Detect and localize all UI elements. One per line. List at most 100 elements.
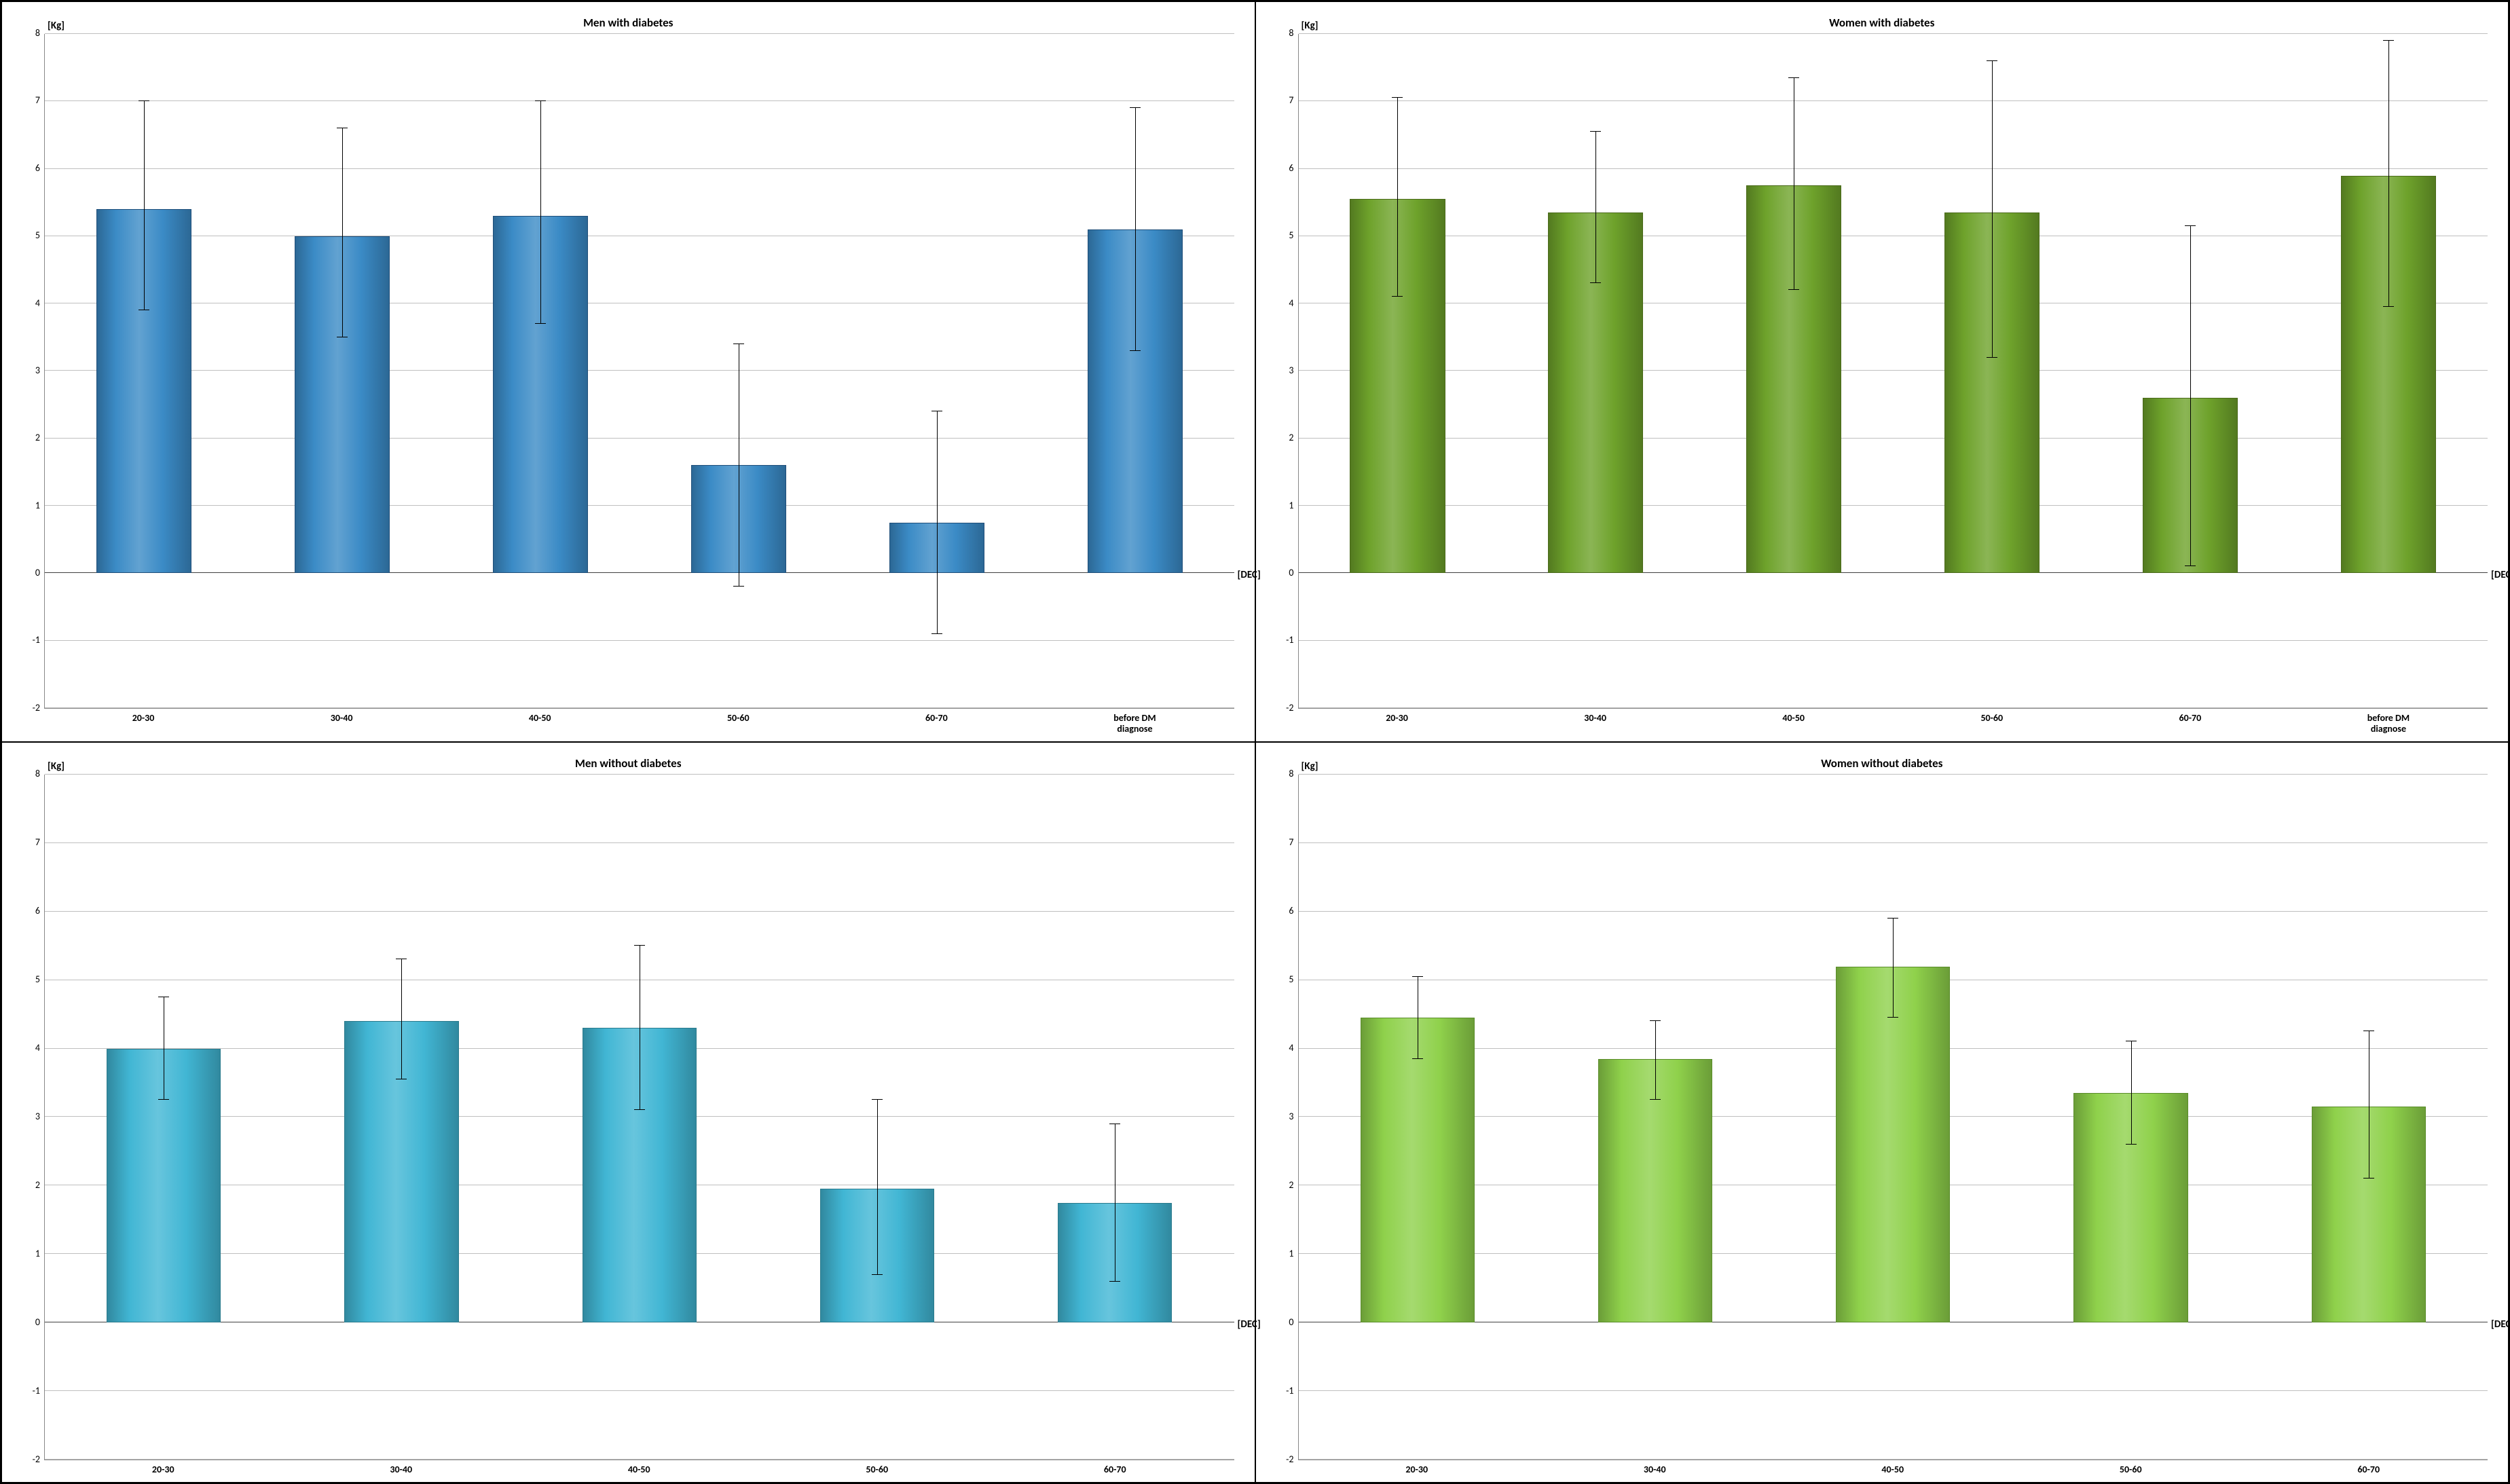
- y-tick-label: 5: [35, 229, 40, 241]
- error-cap-low: [2363, 1178, 2374, 1179]
- chart-panel-3: Women without diabetes[Kg]-2-1012345678[…: [1255, 742, 2509, 1483]
- error-cap-low: [872, 1274, 883, 1275]
- plot-area: [44, 34, 1234, 709]
- bar-slot: [1299, 775, 1536, 1460]
- y-tick-label: 5: [1289, 229, 1293, 241]
- error-cap-high: [872, 1099, 883, 1100]
- plot-area: [1298, 775, 2488, 1460]
- x-unit-label: [DEC]: [2491, 569, 2504, 707]
- x-tick-label: 60-70: [837, 713, 1035, 735]
- plot-wrap: -2-1012345678: [22, 775, 1234, 1460]
- bar-slot: [1695, 34, 1893, 708]
- error-cap-low: [1109, 1281, 1120, 1282]
- y-tick-label: 5: [35, 973, 40, 985]
- bars-container: [45, 775, 1234, 1460]
- y-tick-label: 7: [1289, 836, 1293, 848]
- plot-area: [44, 775, 1234, 1460]
- x-axis: 20-3030-4040-5050-6060-70before DMdiagno…: [44, 713, 1234, 735]
- plot-wrap: -2-1012345678: [22, 34, 1234, 709]
- y-tick-label: 8: [1289, 27, 1293, 39]
- y-tick-label: 1: [35, 500, 40, 511]
- x-unit-label: [DEC]: [1238, 1318, 1251, 1448]
- error-cap-high: [1392, 97, 1403, 98]
- y-tick-label: 3: [1289, 365, 1293, 376]
- error-cap-low: [1987, 357, 1997, 358]
- error-cap-high: [1412, 976, 1423, 977]
- x-tick-label: 20-30: [44, 1464, 282, 1475]
- error-cap-low: [1590, 282, 1601, 283]
- error-bar: [1992, 61, 1993, 358]
- bars-container: [1299, 775, 2488, 1460]
- y-tick-label: 0: [1289, 567, 1293, 578]
- y-tick-label: 3: [35, 365, 40, 376]
- y-tick-label: -1: [1286, 634, 1293, 646]
- y-tick-label: 7: [35, 836, 40, 848]
- y-tick-label: -2: [33, 702, 40, 713]
- x-tick-label: 30-40: [282, 1464, 521, 1475]
- error-cap-high: [1887, 918, 1898, 919]
- error-bar: [2131, 1041, 2132, 1144]
- y-tick-label: 6: [1289, 162, 1293, 174]
- x-tick-label: 40-50: [441, 713, 639, 735]
- y-tick-label: 0: [35, 1316, 40, 1328]
- error-bar: [2388, 41, 2389, 307]
- y-tick-label: 0: [1289, 1316, 1293, 1328]
- chart-title: Men with diabetes: [22, 16, 1234, 30]
- y-tick-label: 2: [35, 432, 40, 443]
- y-axis: -2-1012345678: [22, 34, 44, 709]
- error-cap-low: [931, 633, 942, 634]
- error-cap-low: [158, 1099, 169, 1100]
- bars-container: [45, 34, 1234, 708]
- error-cap-high: [139, 100, 149, 101]
- error-bar: [401, 959, 402, 1079]
- y-tick-label: 2: [1289, 432, 1293, 443]
- error-cap-high: [1130, 107, 1141, 108]
- error-cap-high: [1590, 131, 1601, 132]
- bar-slot: [2091, 34, 2289, 708]
- error-cap-low: [1412, 1058, 1423, 1059]
- y-tick-label: 2: [1289, 1179, 1293, 1191]
- error-cap-low: [1130, 350, 1141, 351]
- error-bar: [1595, 132, 1596, 283]
- bar-slot: [1036, 34, 1234, 708]
- bar-slot: [640, 34, 838, 708]
- chart-grid: Men with diabetes[Kg]-2-1012345678[DEC]2…: [0, 0, 2510, 1484]
- error-bar: [1893, 919, 1894, 1018]
- x-tick-label: 20-30: [1298, 713, 1496, 735]
- bar-slot: [2289, 34, 2488, 708]
- chart-title: Women without diabetes: [1276, 756, 2488, 771]
- error-bar: [877, 1100, 878, 1274]
- y-tick-label: -2: [33, 1453, 40, 1465]
- y-tick-label: 1: [1289, 1248, 1293, 1259]
- bar-slot: [1893, 34, 2091, 708]
- bars-container: [1299, 34, 2488, 708]
- y-axis: -2-1012345678: [1276, 34, 1298, 709]
- y-tick-label: 0: [35, 567, 40, 578]
- y-tick-label: -1: [1286, 1385, 1293, 1396]
- y-tick-label: 4: [1289, 297, 1293, 309]
- error-cap-high: [1987, 60, 1997, 61]
- error-bar: [342, 128, 343, 337]
- chart-panel-1: Women with diabetes[Kg]-2-1012345678[DEC…: [1255, 1, 2509, 742]
- y-tick-label: 8: [35, 768, 40, 779]
- x-unit-label: [DEC]: [2491, 1318, 2504, 1448]
- error-bar: [540, 101, 541, 324]
- y-tick-label: -2: [1286, 1453, 1293, 1465]
- x-tick-label: 40-50: [1695, 713, 1893, 735]
- error-cap-low: [2126, 1144, 2137, 1145]
- bar-slot: [282, 775, 520, 1460]
- y-tick-label: 8: [1289, 768, 1293, 779]
- y-unit-label: [Kg]: [48, 760, 64, 773]
- chart-panel-0: Men with diabetes[Kg]-2-1012345678[DEC]2…: [1, 1, 1255, 742]
- bar-slot: [45, 34, 243, 708]
- error-cap-low: [535, 323, 546, 324]
- error-bar: [1655, 1021, 1656, 1100]
- x-tick-label: 20-30: [1298, 1464, 1536, 1475]
- error-bar: [1135, 108, 1136, 350]
- y-tick-label: 5: [1289, 973, 1293, 985]
- error-bar: [2190, 226, 2191, 566]
- x-tick-label: 50-60: [2012, 1464, 2250, 1475]
- bar-slot: [2012, 775, 2249, 1460]
- y-unit-label: [Kg]: [48, 20, 64, 32]
- bar-slot: [996, 775, 1234, 1460]
